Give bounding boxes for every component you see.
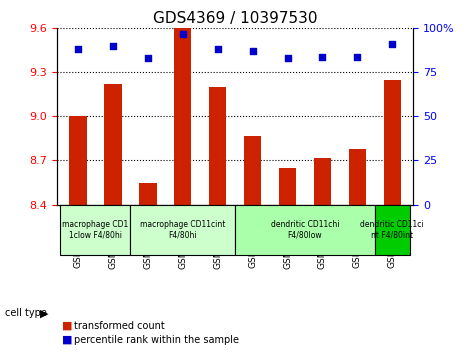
Text: macrophage CD1
1clow F4/80hi: macrophage CD1 1clow F4/80hi <box>62 220 129 239</box>
Point <box>144 56 152 61</box>
Text: dendritic CD11ci
nt F4/80int: dendritic CD11ci nt F4/80int <box>361 220 424 239</box>
Text: macrophage CD11cint
F4/80hi: macrophage CD11cint F4/80hi <box>140 220 226 239</box>
Text: ▶: ▶ <box>40 308 49 318</box>
Bar <box>139 183 157 205</box>
FancyBboxPatch shape <box>375 205 410 255</box>
Bar <box>314 158 331 205</box>
Text: ■: ■ <box>62 321 72 331</box>
FancyBboxPatch shape <box>130 205 235 255</box>
Point <box>284 56 291 61</box>
Bar <box>384 80 401 205</box>
Bar <box>69 116 86 205</box>
Bar <box>279 168 296 205</box>
FancyBboxPatch shape <box>60 205 130 255</box>
Bar <box>349 149 366 205</box>
Text: percentile rank within the sample: percentile rank within the sample <box>74 335 238 345</box>
Point <box>389 41 396 47</box>
Text: transformed count: transformed count <box>74 321 164 331</box>
Point <box>179 31 187 36</box>
Bar <box>174 28 191 205</box>
Point <box>249 48 256 54</box>
Point <box>353 54 361 59</box>
Text: cell type: cell type <box>5 308 47 318</box>
Point <box>319 54 326 59</box>
Bar <box>209 87 227 205</box>
FancyBboxPatch shape <box>235 205 375 255</box>
Bar <box>244 136 261 205</box>
Bar <box>104 84 122 205</box>
Title: GDS4369 / 10397530: GDS4369 / 10397530 <box>153 11 317 26</box>
Point <box>74 47 82 52</box>
Point <box>109 43 117 49</box>
Text: ■: ■ <box>62 335 72 345</box>
Point <box>214 47 221 52</box>
Text: dendritic CD11chi
F4/80low: dendritic CD11chi F4/80low <box>271 220 339 239</box>
